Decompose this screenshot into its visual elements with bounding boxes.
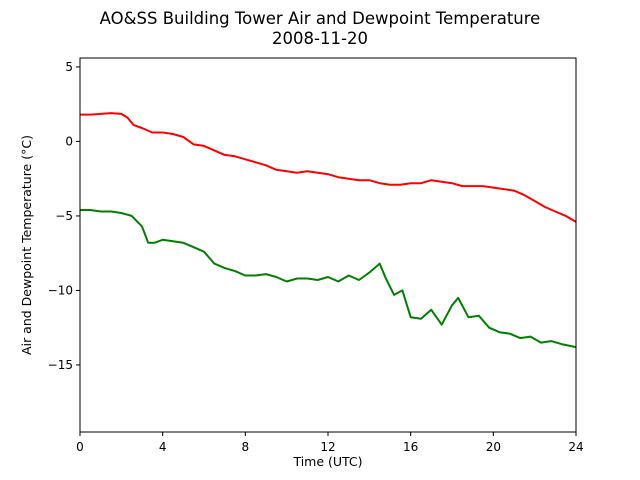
x-tick-label: 16 [403, 440, 418, 454]
plot-frame [79, 57, 577, 433]
plot-area [79, 57, 577, 433]
y-tick-label: −5 [55, 209, 73, 223]
x-axis-label: Time (UTC) [292, 454, 362, 469]
y-tick-label: 5 [65, 60, 73, 74]
x-tick-label: 24 [568, 440, 583, 454]
y-axis-label: Air and Dewpoint Temperature (°C) [19, 135, 34, 355]
x-tick-label: 4 [159, 440, 167, 454]
x-tick-label: 8 [242, 440, 250, 454]
y-tick-label: 0 [65, 134, 73, 148]
y-axis: 5 0 −5 −10 −15 [48, 60, 80, 372]
x-tick-label: 0 [76, 440, 84, 454]
x-axis: 0 4 8 12 16 20 24 [76, 432, 584, 454]
series-line-2 [80, 209, 577, 349]
series-layer [80, 112, 577, 349]
chart-title: AO&SS Building Tower Air and Dewpoint Te… [100, 9, 541, 28]
x-tick-label: 20 [486, 440, 501, 454]
chart-subtitle: 2008-11-20 [272, 29, 368, 48]
x-tick-label: 12 [320, 440, 335, 454]
y-tick-label: −15 [48, 358, 73, 372]
y-tick-label: −10 [48, 283, 73, 297]
series-line-1 [80, 112, 577, 223]
